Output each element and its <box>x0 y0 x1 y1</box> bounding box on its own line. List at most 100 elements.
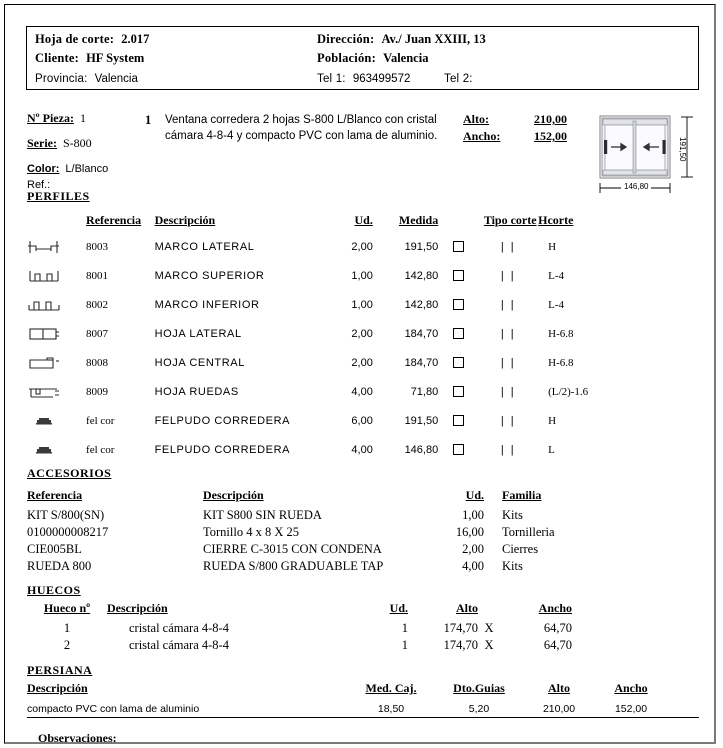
dimension-alto: Alto: 210,00 <box>463 112 567 129</box>
perfil-icon-cell <box>27 232 86 261</box>
perfil-referencia: 8002 <box>86 298 109 311</box>
checkbox-icon[interactable] <box>452 386 464 398</box>
perfil-ud: 2,00 <box>351 240 373 253</box>
color-value: L/Blanco <box>65 163 109 175</box>
hueco-separator: X <box>484 638 494 652</box>
perfiles-col-ud: Ud. <box>354 213 373 227</box>
accesorio-familia: Kits <box>502 559 523 573</box>
ancho-value: 152,00 <box>534 129 567 143</box>
huecos-col-hueco: Hueco nº <box>43 601 91 615</box>
perfil-check-cell[interactable] <box>438 232 478 261</box>
perfil-descripcion: MARCO SUPERIOR <box>154 269 265 282</box>
persiana-dto-guias: 5,20 <box>468 702 490 715</box>
perfil-check-cell[interactable] <box>438 377 478 406</box>
perfil-descripcion: HOJA RUEDAS <box>154 385 239 398</box>
perfil-check-cell[interactable] <box>438 261 478 290</box>
perfil-medida: 142,80 <box>404 298 439 311</box>
perfil-ud: 1,00 <box>351 269 373 282</box>
profile-felpudo-icon <box>27 441 86 459</box>
accesorios-table: Referencia Descripción Ud. Familia KIT S… <box>27 488 567 575</box>
perfil-icon-cell <box>27 348 86 377</box>
header-field-tel1: Tel 1: 963499572 <box>317 71 410 86</box>
arrow-left-icon <box>642 142 659 152</box>
profile-hoja-central-icon <box>27 354 86 372</box>
table-row: KIT S/800(SN) KIT S800 SIN RUEDA 1,00 Kits <box>27 507 567 524</box>
perfil-descripcion: FELPUDO CORREDERA <box>154 443 291 456</box>
perfil-hcorte: H <box>548 414 557 427</box>
dimension-height-label: 191,50 <box>678 137 687 162</box>
perfil-tipo-corte: | | <box>500 414 516 427</box>
checkbox-icon[interactable] <box>452 328 464 340</box>
perfil-referencia: fel cor <box>86 414 115 427</box>
pieza-field: Nº Pieza: 1 <box>27 111 86 126</box>
header-label-tel1: Tel 1: <box>317 73 346 85</box>
perfil-hcorte: (L/2)-1.6 <box>548 385 589 398</box>
accesorio-referencia: CIE005BL <box>27 542 82 556</box>
accesorio-descripcion: CIERRE C-3015 CON CONDENA <box>203 542 382 556</box>
perfil-check-cell[interactable] <box>438 348 478 377</box>
perfiles-col-referencia: Referencia <box>86 213 142 227</box>
profile-marco-inferior-icon <box>27 296 86 314</box>
table-row: 8007 HOJA LATERAL 2,00 184,70 | | H-6.8 <box>27 319 612 348</box>
perfil-check-cell[interactable] <box>438 435 478 464</box>
perfil-tipo-corte: | | <box>500 327 516 340</box>
accesorios-header-row: Referencia Descripción Ud. Familia <box>27 488 567 507</box>
persiana-header-row: Descripción Med. Caj. Dto.Guias Alto Anc… <box>27 681 667 700</box>
checkbox-icon[interactable] <box>452 270 464 282</box>
perfil-check-cell[interactable] <box>438 290 478 319</box>
perfil-descripcion: HOJA CENTRAL <box>154 356 245 369</box>
perfil-descripcion: MARCO LATERAL <box>154 240 255 253</box>
accesorio-descripcion-cell: KIT S800 SIN RUEDA <box>203 507 422 524</box>
header-field-direccion: Dirección: Av./ Juan XXIII, 13 <box>317 32 486 47</box>
header-field-cliente: Cliente: HF System <box>35 51 144 66</box>
huecos-col-ud: Ud. <box>389 601 408 615</box>
section-title-accesorios: ACCESORIOS <box>27 466 112 480</box>
table-row: compacto PVC con lama de aluminio 18,50 5,… <box>27 700 667 717</box>
accesorio-referencia: RUEDA 800 <box>27 559 92 573</box>
huecos-col-alto: Alto <box>456 601 478 615</box>
serie-label: Serie: <box>27 136 57 150</box>
color-field: Color: L/Blanco <box>27 161 108 176</box>
persiana-descripcion: compacto PVC con lama de aluminio <box>27 702 200 715</box>
perfil-icon-cell <box>27 435 86 464</box>
perfil-check-cell[interactable] <box>438 319 478 348</box>
checkbox-icon[interactable] <box>452 444 464 456</box>
persiana-col-descripcion: Descripción <box>27 681 88 695</box>
profile-marco-lateral-icon <box>27 238 86 256</box>
piece-item-number: 1 <box>145 113 152 127</box>
alto-value: 210,00 <box>534 112 567 126</box>
perfil-medida: 184,70 <box>404 327 439 340</box>
hueco-ud: 1 <box>401 621 408 635</box>
perfiles-col-hcorte: Hcorte <box>538 213 574 227</box>
perfiles-col-tipo-corte: Tipo corte <box>483 213 537 227</box>
serie-value: S-800 <box>62 136 92 150</box>
header-value-provincia: Valencia <box>94 73 138 85</box>
table-row: CIE005BL CIERRE C-3015 CON CONDENA 2,00 Cie… <box>27 541 567 558</box>
checkbox-icon[interactable] <box>452 241 464 253</box>
persiana-alto: 210,00 <box>542 702 576 715</box>
perfil-referencia: 8008 <box>86 356 109 369</box>
checkbox-icon[interactable] <box>452 415 464 427</box>
perfil-referencia: 8009 <box>86 385 109 398</box>
arrow-right-icon <box>611 142 628 152</box>
huecos-col-sep <box>478 601 500 620</box>
perfil-check-cell[interactable] <box>438 406 478 435</box>
hueco-alto: 174,70 <box>443 621 478 635</box>
perfiles-col-descripcion: Descripción <box>154 213 216 227</box>
accesorio-ud: 2,00 <box>462 542 484 556</box>
perfil-referencia: 8007 <box>86 327 109 340</box>
hueco-ancho: 64,70 <box>543 638 572 652</box>
persiana-col-alto: Alto <box>548 681 570 695</box>
header-field-hoja-corte: Hoja de corte: 2.017 <box>35 32 149 47</box>
accesorio-familia: Tornilleria <box>502 525 555 539</box>
accesorios-col-familia: Familia <box>502 488 542 502</box>
perfil-hcorte: L-4 <box>548 298 565 311</box>
perfil-hcorte: L <box>548 443 555 456</box>
header-info-box: Hoja de corte: 2.017 Dirección: Av./ Jua… <box>26 26 699 90</box>
perfil-icon-cell <box>27 406 86 435</box>
accesorio-familia: Kits <box>502 508 523 522</box>
checkbox-icon[interactable] <box>452 357 464 369</box>
checkbox-icon[interactable] <box>452 299 464 311</box>
perfil-referencia: 8003 <box>86 240 109 253</box>
ancho-label: Ancho: <box>463 129 501 143</box>
